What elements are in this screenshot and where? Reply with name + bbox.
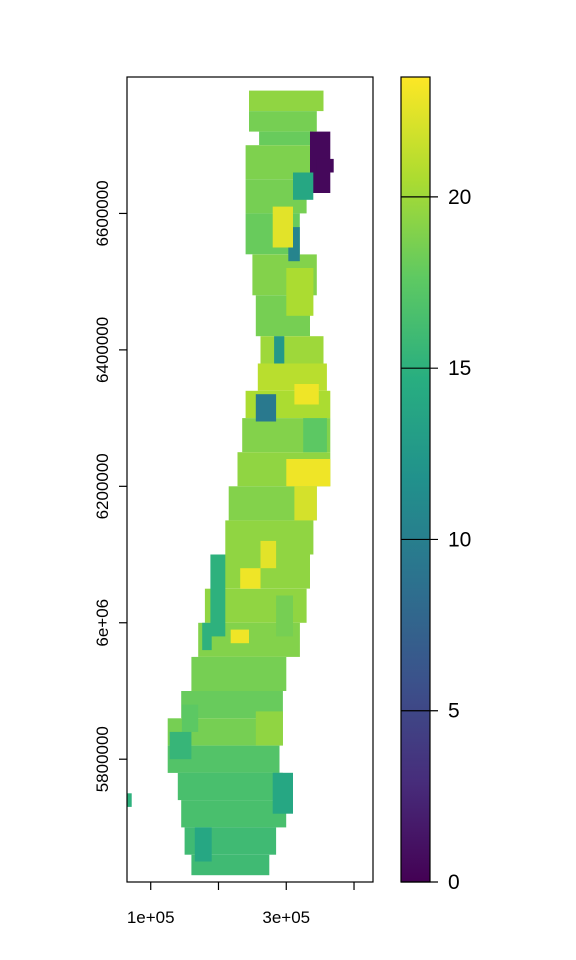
raster-cell bbox=[259, 131, 314, 146]
raster-cell bbox=[127, 793, 132, 807]
y-axis: 5800000 6e+06 6200000 6400000 6600000 bbox=[93, 180, 127, 792]
colorbar-tick-label: 15 bbox=[448, 357, 471, 380]
raster-cell bbox=[272, 206, 293, 248]
y-tick-label: 6200000 bbox=[93, 453, 112, 519]
raster-cell bbox=[288, 227, 300, 262]
colorbar-scale bbox=[400, 76, 431, 883]
colorbar-ticks: 0 5 10 15 20 bbox=[401, 186, 471, 894]
raster-cell bbox=[303, 418, 327, 453]
raster-cell bbox=[316, 158, 334, 173]
raster-cell bbox=[240, 568, 261, 589]
raster-cell bbox=[249, 90, 324, 112]
raster-cell bbox=[286, 268, 314, 316]
raster-cell bbox=[181, 800, 287, 828]
colorbar-tick-label: 10 bbox=[448, 528, 471, 551]
raster-cell bbox=[191, 656, 287, 691]
x-tick-label: 3e+05 bbox=[262, 908, 310, 927]
y-tick-label: 6400000 bbox=[93, 317, 112, 383]
raster-cell bbox=[249, 111, 317, 132]
raster-cell bbox=[274, 336, 285, 364]
plot-frame bbox=[126, 76, 374, 883]
x-axis: 1e+05 3e+05 bbox=[127, 882, 355, 927]
raster-cell bbox=[260, 540, 277, 569]
raster-cell bbox=[255, 394, 277, 422]
raster-cell bbox=[260, 336, 324, 364]
raster-cell bbox=[276, 595, 293, 637]
colorbar-tick-label: 5 bbox=[448, 700, 460, 723]
raster-cells bbox=[127, 90, 334, 876]
y-tick-label: 5800000 bbox=[93, 726, 112, 792]
y-tick-label: 6e+06 bbox=[93, 599, 112, 647]
raster-cell bbox=[272, 772, 293, 814]
raster-cell bbox=[293, 172, 314, 200]
raster-cell bbox=[194, 827, 212, 862]
colorbar-tick-label: 0 bbox=[448, 871, 460, 894]
y-tick-label: 6600000 bbox=[93, 180, 112, 246]
x-tick-label: 1e+05 bbox=[127, 908, 175, 927]
raster-cell bbox=[169, 731, 192, 760]
raster-cell bbox=[294, 486, 317, 521]
colorbar-tick-label: 20 bbox=[448, 186, 471, 209]
raster-cell bbox=[255, 711, 283, 746]
raster-cell bbox=[230, 629, 249, 644]
raster-cell bbox=[202, 622, 212, 651]
raster-cell bbox=[286, 459, 331, 487]
colorbar: 0 5 10 15 20 bbox=[400, 76, 471, 894]
raster-cell bbox=[177, 772, 283, 801]
raster-cell bbox=[210, 554, 226, 637]
raster-cell bbox=[294, 384, 319, 405]
raster-cell bbox=[181, 704, 199, 732]
